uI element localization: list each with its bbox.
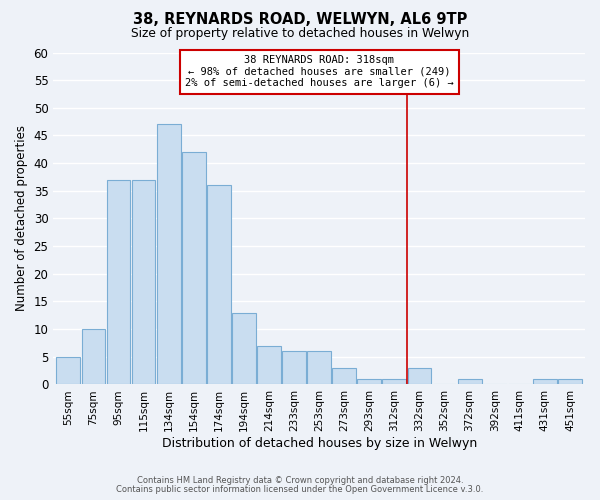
Bar [107,180,130,384]
Bar [558,379,582,384]
Bar [56,357,80,384]
Bar [131,180,155,384]
Text: 38, REYNARDS ROAD, WELWYN, AL6 9TP: 38, REYNARDS ROAD, WELWYN, AL6 9TP [133,12,467,28]
Bar [282,352,306,384]
Bar [232,312,256,384]
Bar [257,346,281,385]
Bar [382,379,406,384]
Bar [307,352,331,384]
Bar [407,368,431,384]
Bar [533,379,557,384]
Y-axis label: Number of detached properties: Number of detached properties [15,126,28,312]
Bar [358,379,381,384]
Bar [207,186,231,384]
Bar [182,152,206,384]
Bar [157,124,181,384]
Bar [82,329,106,384]
X-axis label: Distribution of detached houses by size in Welwyn: Distribution of detached houses by size … [161,437,477,450]
Text: Contains HM Land Registry data © Crown copyright and database right 2024.: Contains HM Land Registry data © Crown c… [137,476,463,485]
Text: Contains public sector information licensed under the Open Government Licence v.: Contains public sector information licen… [116,485,484,494]
Bar [332,368,356,384]
Text: 38 REYNARDS ROAD: 318sqm
← 98% of detached houses are smaller (249)
2% of semi-d: 38 REYNARDS ROAD: 318sqm ← 98% of detach… [185,56,454,88]
Text: Size of property relative to detached houses in Welwyn: Size of property relative to detached ho… [131,28,469,40]
Bar [458,379,482,384]
